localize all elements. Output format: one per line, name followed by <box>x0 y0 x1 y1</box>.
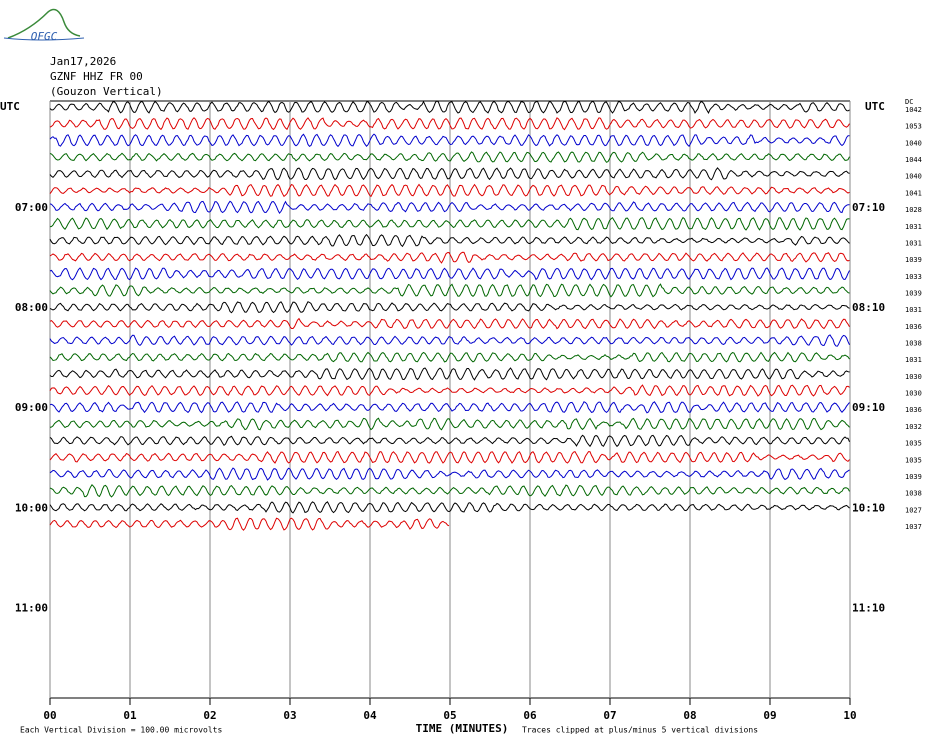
x-tick-label: 07 <box>603 709 616 722</box>
right-time-label: UTC <box>865 100 885 113</box>
x-tick-label: 09 <box>763 709 776 722</box>
seismic-trace <box>49 434 850 448</box>
x-tick-label: 04 <box>363 709 377 722</box>
left-time-label: 09:00 <box>15 401 48 414</box>
left-time-label: UTC <box>0 100 20 113</box>
x-tick-label: 08 <box>683 709 696 722</box>
date: Jan17,2026 <box>50 55 116 68</box>
dc-value: 1036 <box>905 406 922 414</box>
seismic-trace <box>49 501 850 514</box>
footer-left: Each Vertical Division = 100.00 microvol… <box>20 726 222 735</box>
logo: OFGC <box>31 30 58 43</box>
x-tick-label: 10 <box>843 709 856 722</box>
seismic-trace <box>49 467 850 481</box>
dc-value: 1031 <box>905 356 922 364</box>
dc-value: 1031 <box>905 306 922 314</box>
x-axis-label: TIME (MINUTES) <box>416 722 509 735</box>
dc-value: 1030 <box>905 373 922 381</box>
dc-value: 1033 <box>905 273 922 281</box>
left-time-label: 08:00 <box>15 301 48 314</box>
seismic-trace <box>49 301 850 314</box>
dc-value: 1038 <box>905 340 922 348</box>
seismic-trace <box>49 401 850 414</box>
dc-value: 1032 <box>905 423 922 431</box>
seismic-trace <box>49 334 850 347</box>
right-time-label: 07:10 <box>852 201 885 214</box>
dc-value: 1042 <box>905 106 922 114</box>
x-tick-label: 01 <box>123 709 137 722</box>
dc-value: 1039 <box>905 256 922 264</box>
seismic-trace <box>49 233 850 248</box>
dc-value: 1040 <box>905 173 922 181</box>
x-tick-label: 05 <box>443 709 456 722</box>
seismic-trace <box>49 200 850 214</box>
dc-value: 1041 <box>905 189 922 197</box>
dc-value: 1038 <box>905 490 922 498</box>
seismic-trace <box>49 167 850 181</box>
dc-value: 1036 <box>905 323 922 331</box>
left-time-label: 07:00 <box>15 201 48 214</box>
seismic-trace <box>49 251 850 264</box>
logo-line <box>3 37 85 41</box>
logo-swoosh <box>7 8 81 39</box>
seismic-trace <box>49 183 850 198</box>
seismic-trace <box>49 151 850 163</box>
seismic-trace <box>49 351 850 363</box>
dc-value: 1027 <box>905 506 922 514</box>
x-tick-label: 00 <box>43 709 56 722</box>
left-time-label: 10:00 <box>15 501 48 514</box>
dc-value: 1028 <box>905 206 922 214</box>
right-time-label: 09:10 <box>852 401 885 414</box>
seismic-trace <box>49 367 850 381</box>
dc-value: 1031 <box>905 239 922 247</box>
seismic-trace <box>49 100 850 114</box>
dc-value: 1053 <box>905 123 922 131</box>
dc-value: 1031 <box>905 223 922 231</box>
seismic-trace <box>49 133 850 148</box>
right-time-label: 11:10 <box>852 601 885 614</box>
dc-value: 1039 <box>905 289 922 297</box>
seismic-trace <box>49 216 850 231</box>
dc-value: 1035 <box>905 440 922 448</box>
seismic-trace <box>49 317 850 330</box>
seismic-trace <box>49 267 850 281</box>
dc-value: 1037 <box>905 523 922 531</box>
seismic-trace <box>49 417 850 431</box>
x-tick-label: 06 <box>523 709 537 722</box>
dc-value: 1030 <box>905 390 922 398</box>
left-time-label: 11:00 <box>15 601 48 614</box>
seismic-trace <box>49 450 850 464</box>
x-tick-label: 03 <box>283 709 296 722</box>
right-time-label: 10:10 <box>852 501 885 514</box>
seismic-trace <box>49 117 850 131</box>
right-time-label: 08:10 <box>852 301 885 314</box>
dc-value: 1040 <box>905 139 922 147</box>
footer-right: Traces clipped at plus/minus 5 vertical … <box>522 726 758 735</box>
seismic-trace <box>49 283 850 298</box>
seismic-trace <box>49 517 450 531</box>
dc-value: 1035 <box>905 456 922 464</box>
dc-value: 1044 <box>905 156 922 164</box>
station: GZNF HHZ FR 00 <box>50 70 143 83</box>
location: (Gouzon Vertical) <box>50 85 163 98</box>
seismic-trace <box>49 484 850 498</box>
dc-label: DC <box>905 98 913 106</box>
dc-value: 1039 <box>905 473 922 481</box>
seismic-trace <box>49 384 850 397</box>
x-tick-label: 02 <box>203 709 216 722</box>
